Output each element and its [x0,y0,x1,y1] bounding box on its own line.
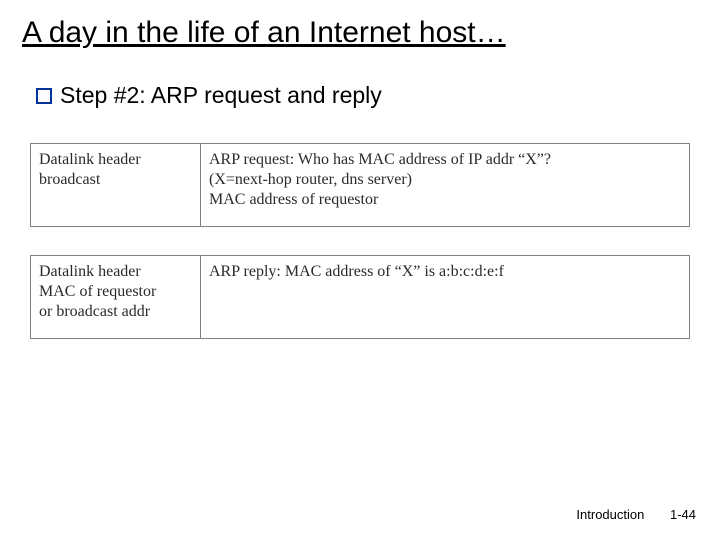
bullet-text: Step #2: ARP request and reply [60,82,382,109]
request-right-cell: ARP request: Who has MAC address of IP a… [200,143,690,227]
arp-request-row: Datalink headerbroadcast ARP request: Wh… [30,143,690,227]
slide-footer: Introduction 1-44 [576,507,696,522]
reply-right-cell: ARP reply: MAC address of “X” is a:b:c:d… [200,255,690,339]
reply-left-cell: Datalink headerMAC of requestoror broadc… [30,255,200,339]
arp-reply-row: Datalink headerMAC of requestoror broadc… [30,255,690,339]
bullet-step: Step #2: ARP request and reply [36,82,698,109]
request-left-cell: Datalink headerbroadcast [30,143,200,227]
square-bullet-icon [36,88,52,104]
footer-page: 1-44 [670,507,696,522]
footer-section: Introduction [576,507,644,522]
slide-title: A day in the life of an Internet host… [22,14,698,52]
